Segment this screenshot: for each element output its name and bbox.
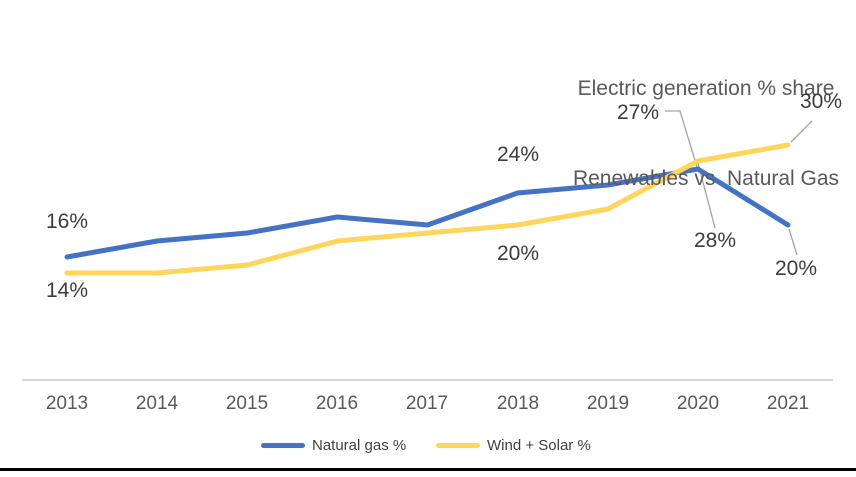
x-axis-label-2015: 2015 [225, 393, 269, 414]
x-axis-label-2018: 2018 [496, 393, 540, 414]
data-label-windsolar-2018: 20% [496, 242, 540, 265]
leader-line-20-percent [788, 228, 798, 256]
leader-line-27-percent [665, 110, 698, 168]
x-axis-label-2020: 2020 [676, 393, 720, 414]
data-label-naturalgas-2013: 16% [45, 210, 89, 233]
leader-line-28-percent [697, 162, 716, 229]
data-label-windsolar-2013: 14% [45, 279, 89, 302]
x-axis-label-2019: 2019 [586, 393, 630, 414]
chart-title-line2: Renewables vs Natural Gas [572, 167, 840, 190]
bottom-border-rule [0, 468, 856, 471]
legend-item-wind-solar: Wind + Solar % [436, 435, 591, 455]
wind-solar-line [64, 142, 791, 276]
series-lines [64, 142, 791, 276]
legend: Natural gas % Wind + Solar % [0, 435, 856, 455]
data-label-naturalgas-2020: 27% [616, 101, 660, 124]
legend-label-wind-solar: Wind + Solar % [487, 436, 591, 454]
data-label-naturalgas-2021: 20% [774, 257, 818, 280]
natural-gas-swatch-icon [261, 442, 305, 448]
x-axis-label-2017: 2017 [405, 393, 449, 414]
chart-title: Electric generation % share Renewables v… [558, 14, 854, 254]
x-axis-label-2016: 2016 [315, 393, 359, 414]
data-label-windsolar-2020: 28% [693, 229, 737, 252]
legend-label-natural-gas: Natural gas % [312, 436, 407, 454]
wind-solar-swatch-icon [436, 442, 480, 448]
x-axis-label-2013: 2013 [45, 393, 89, 414]
leader-line-30-percent [790, 120, 813, 143]
data-label-windsolar-2021: 30% [799, 90, 843, 113]
data-label-naturalgas-2018: 24% [496, 143, 540, 166]
legend-item-natural-gas: Natural gas % [261, 435, 406, 455]
x-axis-label-2021: 2021 [766, 393, 810, 414]
x-axis-label-2014: 2014 [135, 393, 179, 414]
chart-title-line1: Electric generation % share [577, 77, 835, 100]
